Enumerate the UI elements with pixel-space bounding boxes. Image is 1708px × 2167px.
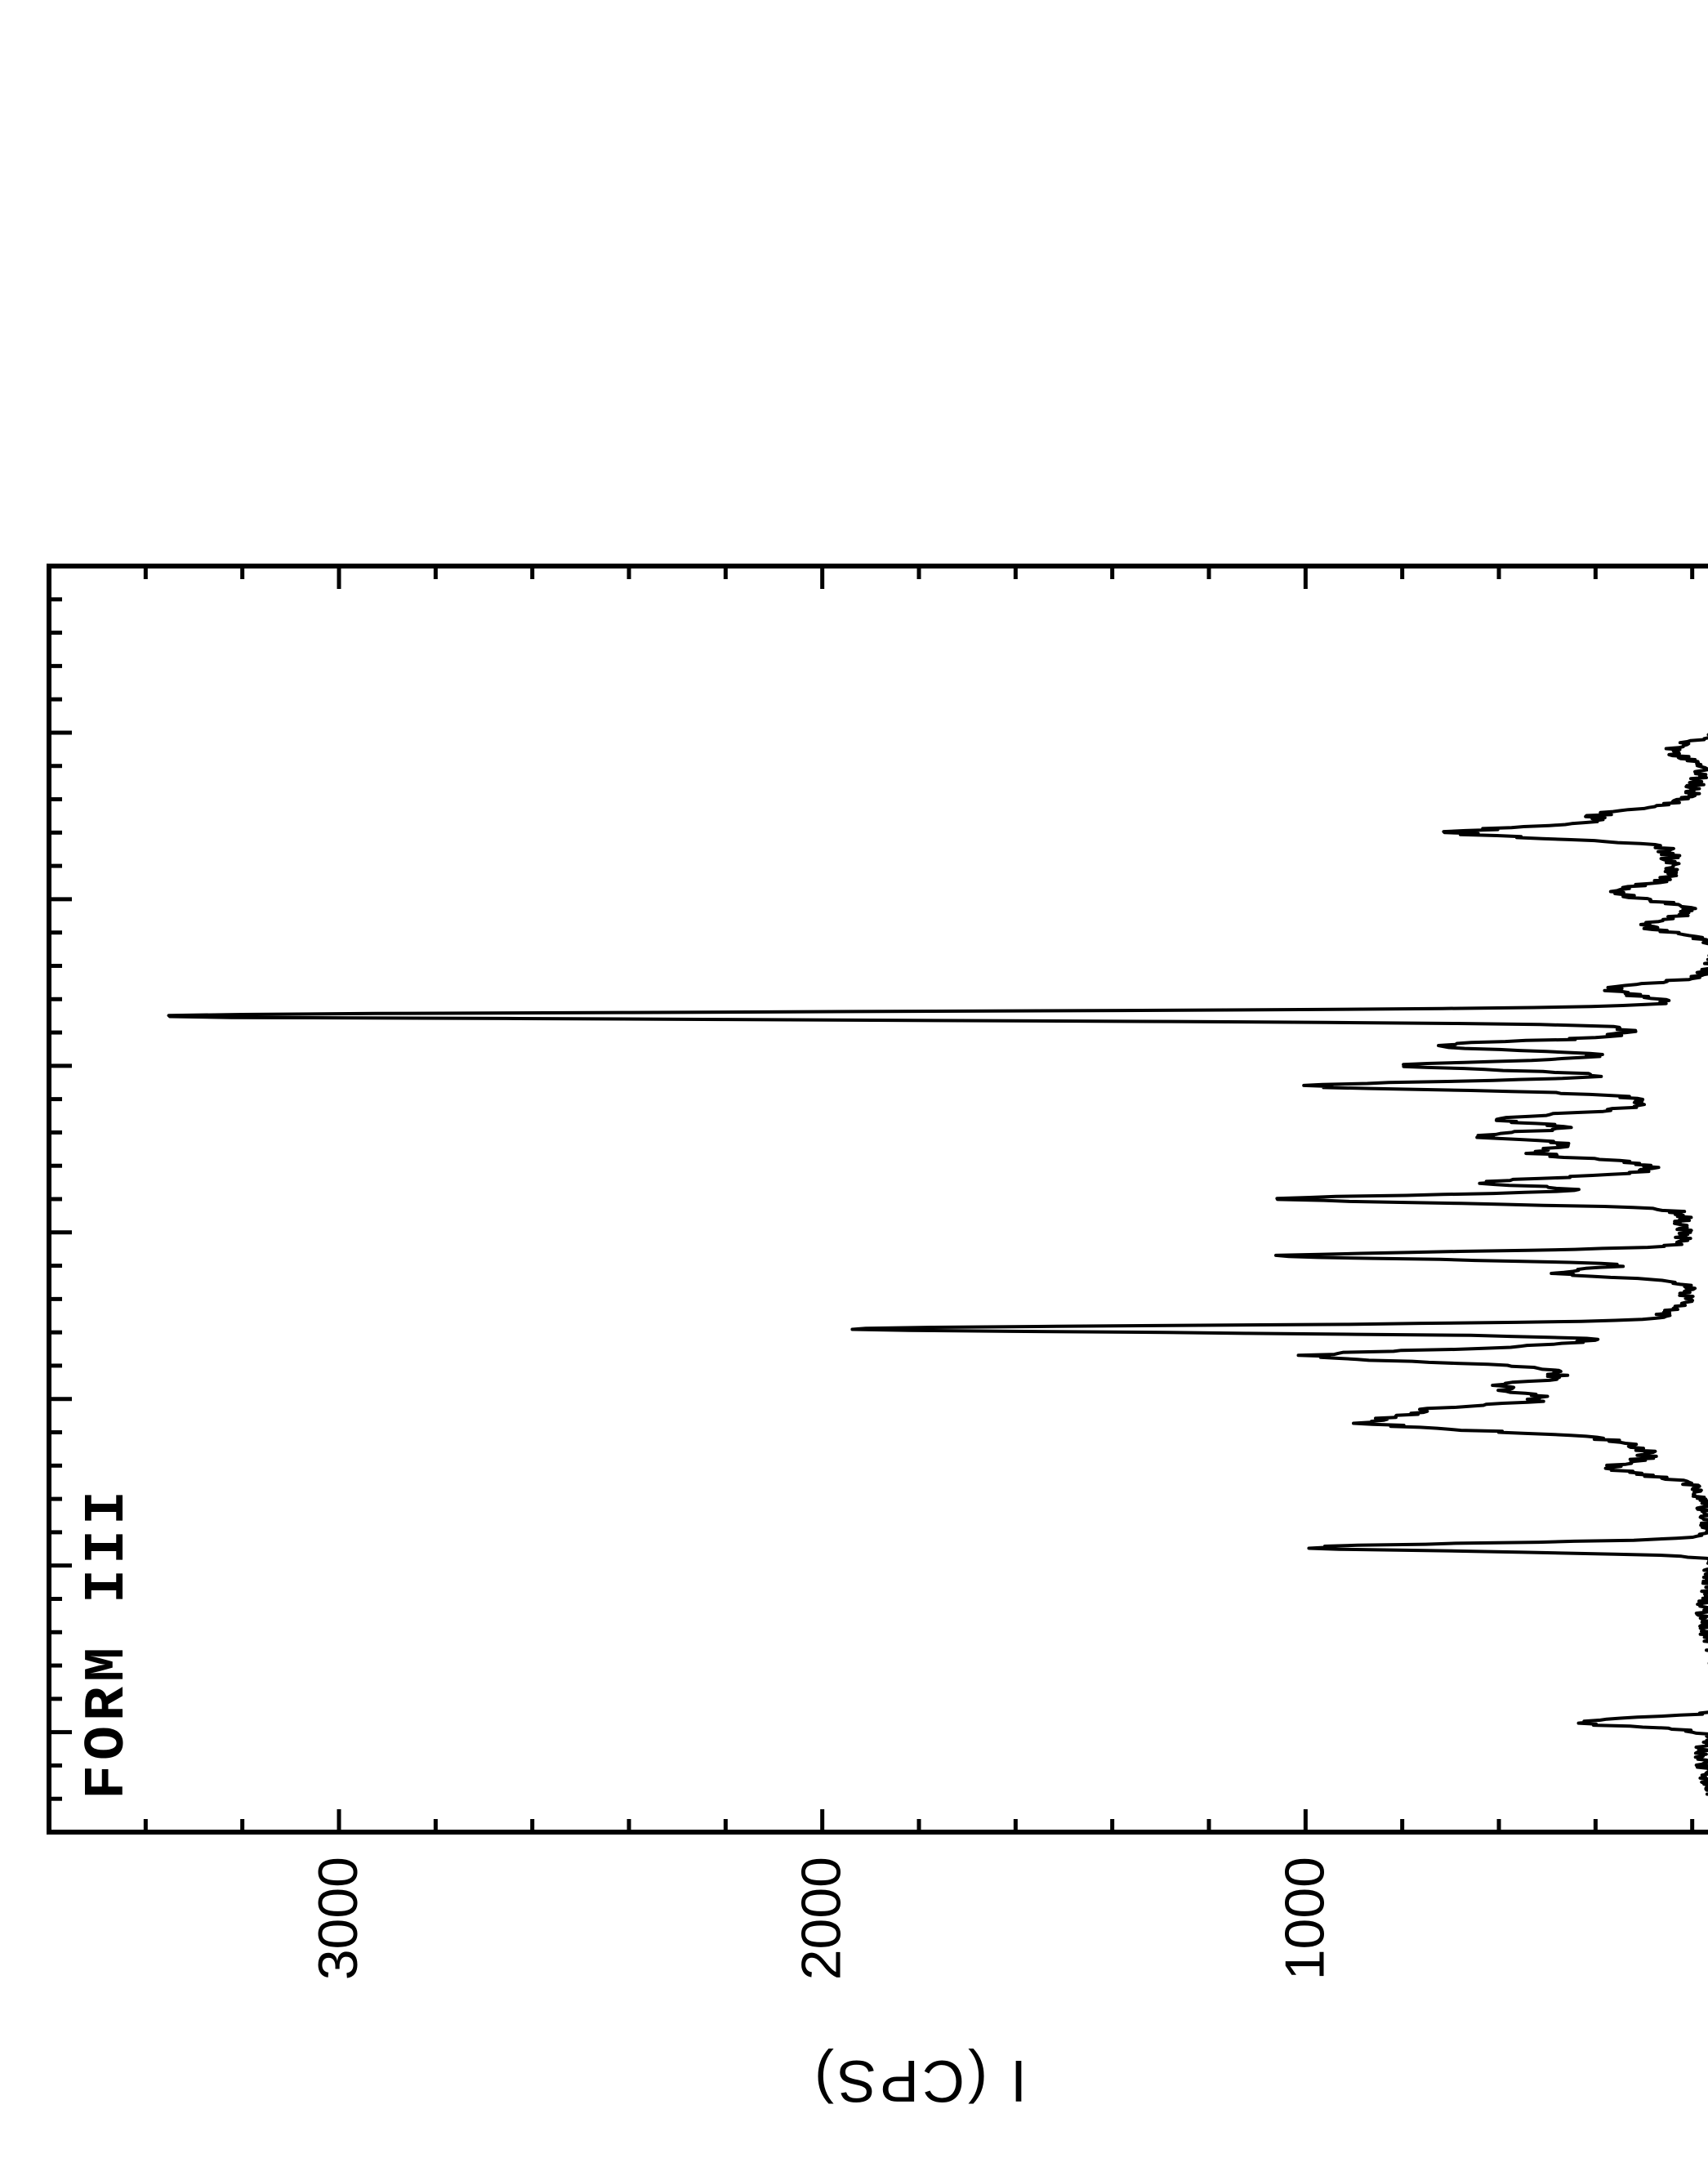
figure-stage: 5101520253035400100020003000THETA-2THETA… xyxy=(0,0,1708,2167)
y-tick-label: 2000 xyxy=(791,1857,853,1980)
xrd-chart: 5101520253035400100020003000THETA-2THETA… xyxy=(0,0,1708,2167)
y-axis-title: I (CPS) xyxy=(811,2048,1027,2113)
y-tick-label: 3000 xyxy=(307,1857,369,1980)
plot-title: FORM III xyxy=(76,1486,140,1799)
y-tick-label: 1000 xyxy=(1273,1857,1336,1980)
